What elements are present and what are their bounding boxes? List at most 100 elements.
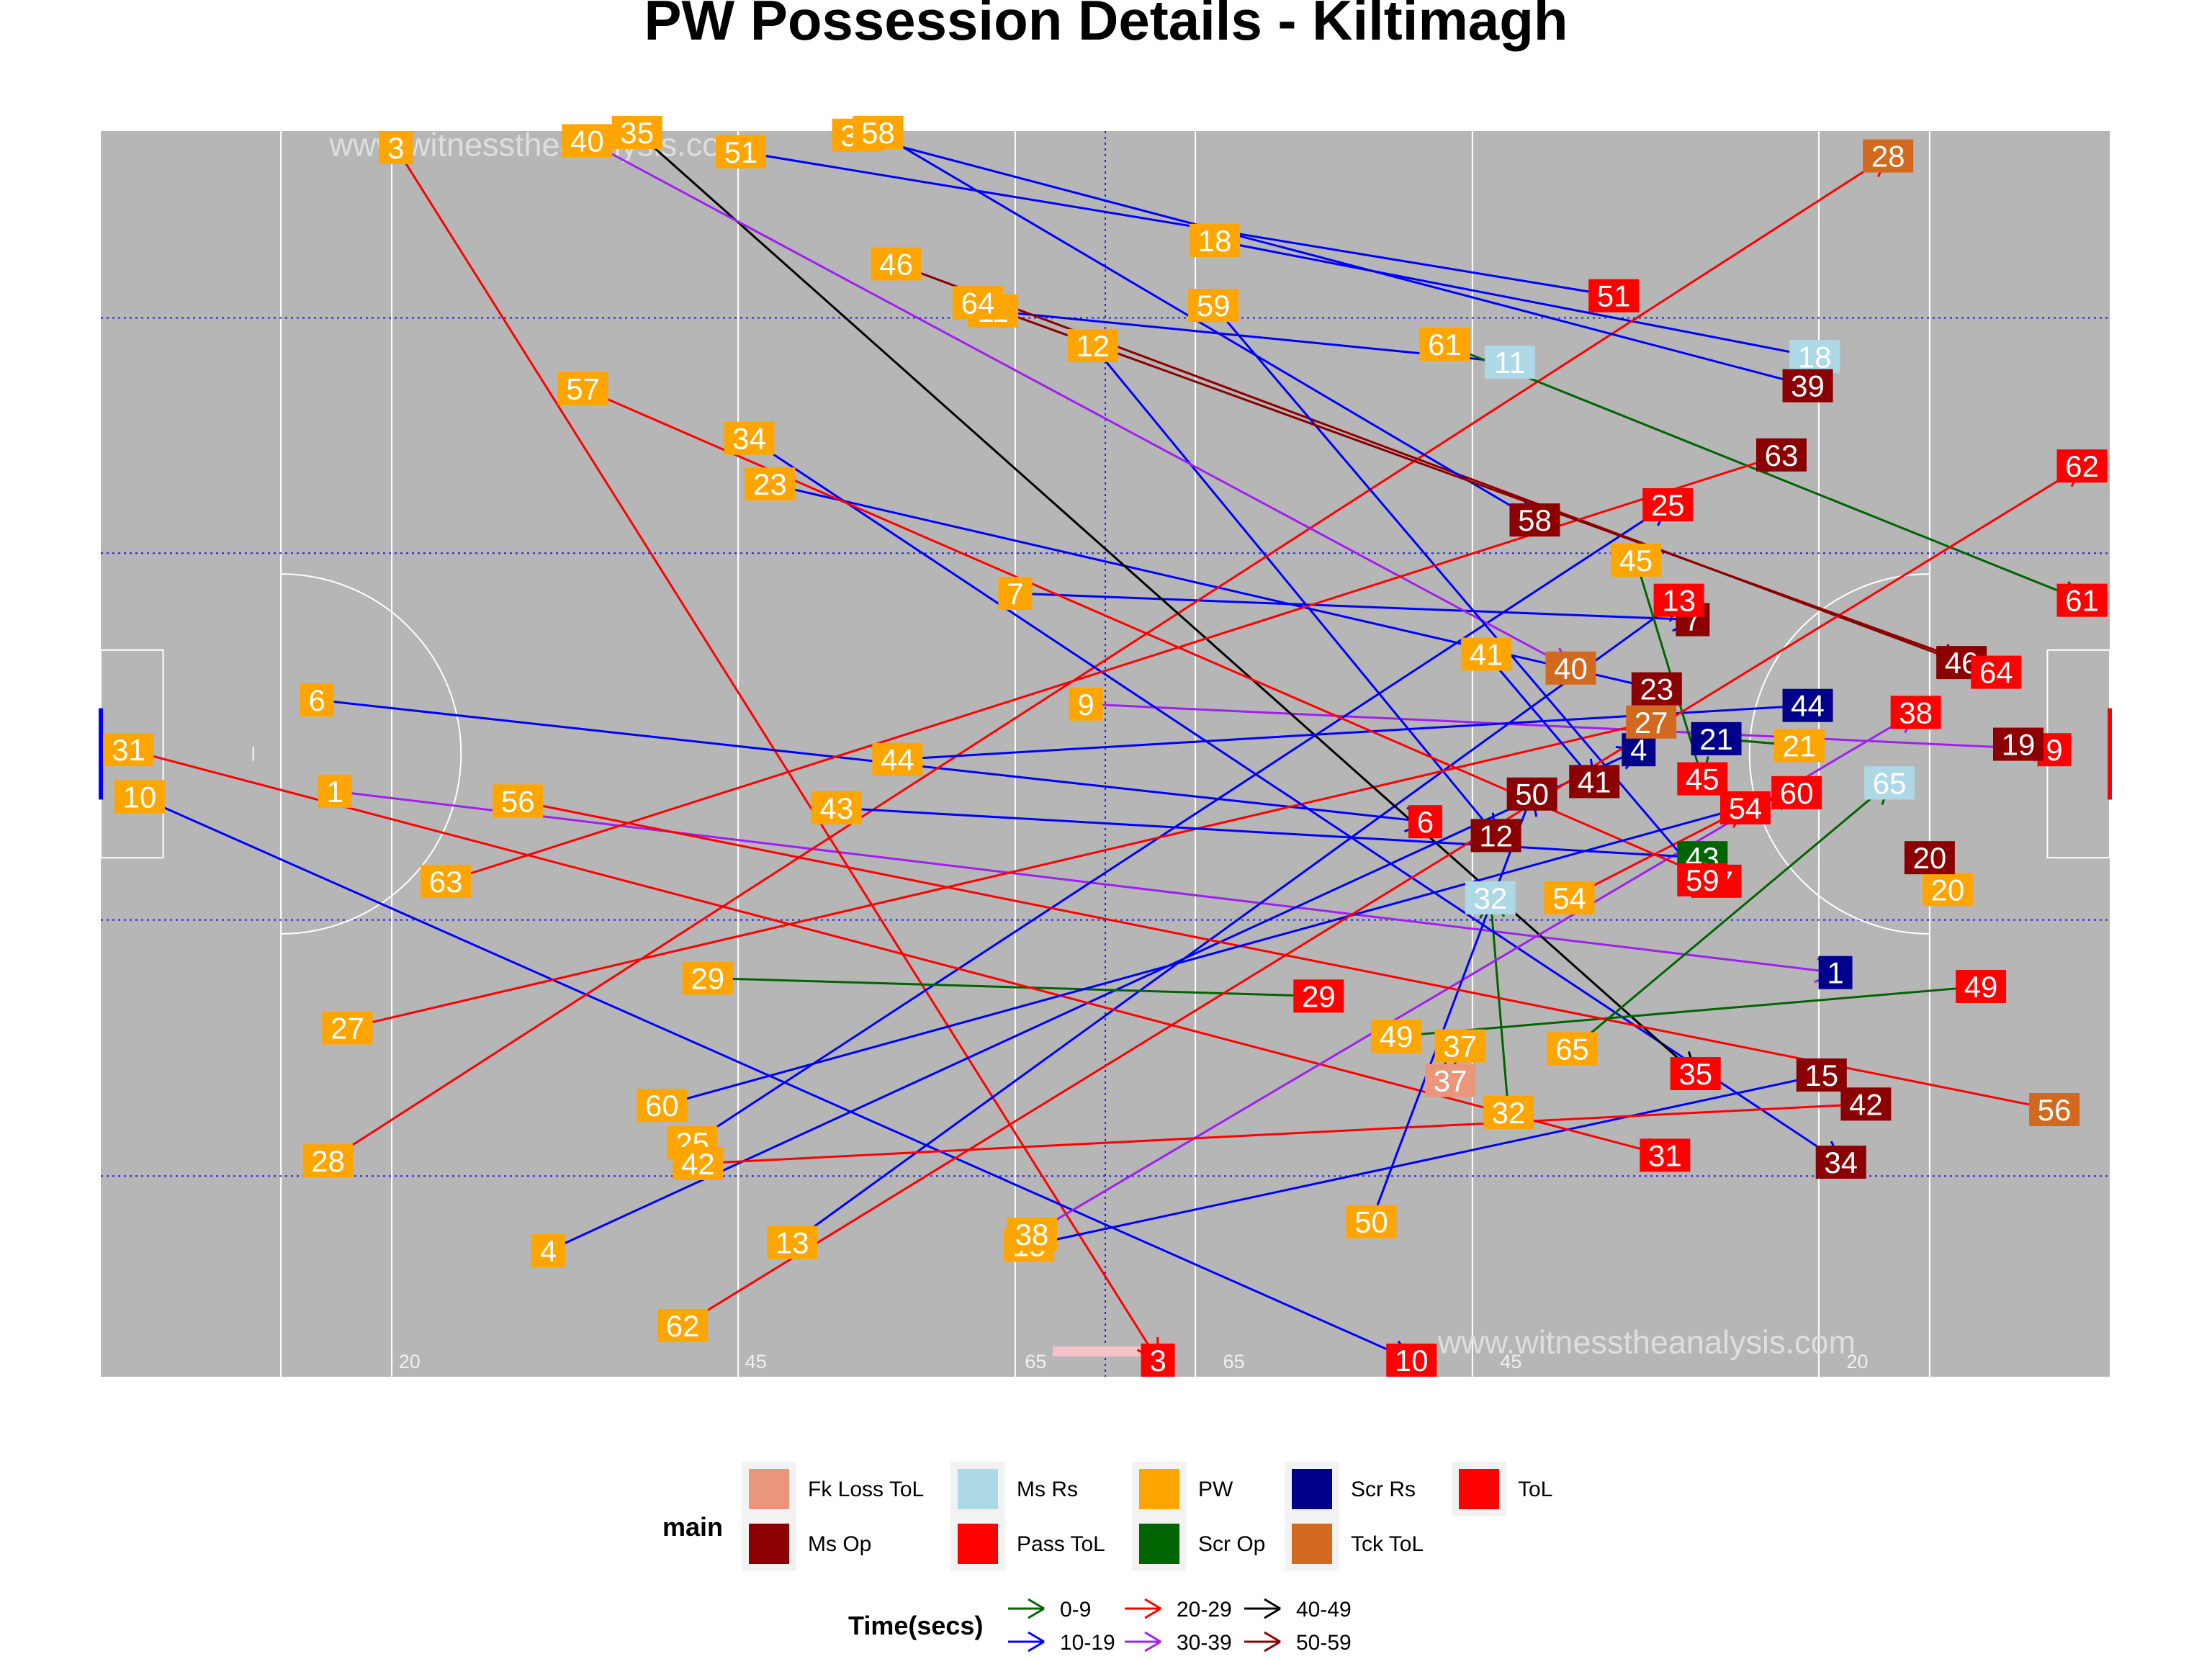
label-text: 31: [112, 733, 145, 767]
label-box: [1993, 727, 2044, 761]
label-box: [531, 1234, 565, 1268]
label-box: [1622, 733, 1656, 767]
legend-time-arrow: [1264, 1640, 1281, 1653]
label-box: [1484, 346, 1535, 379]
label-box: [1922, 873, 1973, 907]
end-label-31: 31: [1640, 1138, 1691, 1172]
label-box: [1653, 583, 1704, 617]
end-label-51: 51: [1588, 279, 1640, 313]
label-box: [1470, 819, 1521, 853]
end-label-21: 21: [1691, 721, 1742, 756]
label-text: 18: [1798, 340, 1832, 374]
end-label-6: 6: [1408, 805, 1442, 839]
legend-time-arrow: [1144, 1640, 1161, 1653]
possession-line: [1444, 343, 2083, 602]
legend-time-arrow: [1028, 1598, 1045, 1610]
possession-line: [661, 791, 1797, 1107]
end-label-19: 19: [1993, 727, 2044, 762]
label-box: [611, 115, 662, 149]
label-box: [871, 247, 922, 281]
label-text: 27: [331, 1012, 364, 1046]
label-text: 62: [666, 1309, 700, 1343]
label-box: [1904, 841, 1955, 875]
label-box: [2056, 583, 2108, 617]
label-box: [1588, 279, 1640, 313]
legend-item-label: ToL: [1518, 1478, 1552, 1501]
end-label-56: 56: [2029, 1093, 2080, 1127]
end-label-61: 61: [2056, 583, 2108, 618]
end-label-63: 63: [1755, 438, 1807, 472]
label-box: [1141, 1343, 1175, 1377]
start-label-21: 21: [1773, 729, 1825, 763]
label-box: [1007, 1218, 1058, 1251]
label-text: 45: [1619, 544, 1653, 577]
label-box: [1864, 766, 1915, 800]
x-tick-label: 20: [1846, 1351, 1868, 1372]
possession-line: [836, 806, 1703, 859]
label-text: 37: [1434, 1064, 1467, 1098]
start-label-32: 32: [1483, 1095, 1534, 1130]
label-text: 56: [501, 784, 535, 818]
label-box: [1640, 1138, 1691, 1172]
end-label-28: 28: [1863, 139, 1914, 174]
label-box: [302, 1144, 354, 1178]
legend-time-label: 0-9: [1060, 1598, 1091, 1622]
end-label-18: 18: [1789, 340, 1840, 374]
start-label-54: 54: [1544, 881, 1595, 915]
possession-line: [1568, 806, 1746, 899]
label-text: 27: [1635, 706, 1668, 739]
legend-swatch: [1292, 1469, 1332, 1509]
label-box: [1419, 328, 1470, 361]
possession-line: [707, 976, 1319, 997]
label-box: [952, 286, 1003, 320]
possession-line: [857, 134, 1808, 387]
x-tick-label: 65: [1223, 1351, 1245, 1372]
possession-line: [139, 796, 1412, 1362]
label-box: [1386, 1343, 1437, 1377]
legend-item-label: Scr Rs: [1351, 1478, 1416, 1501]
label-text: 38: [1899, 696, 1933, 729]
label-text: 38: [1015, 1218, 1049, 1251]
label-box: [1545, 651, 1596, 685]
label-text: 50: [1354, 1205, 1388, 1239]
label-text: 34: [1824, 1146, 1858, 1179]
end-label-44: 44: [1782, 688, 1833, 723]
label-box: [1408, 805, 1442, 839]
label-text: 10: [123, 781, 157, 814]
label-box: [1719, 791, 1771, 824]
label-text: 54: [1552, 881, 1586, 915]
label-box: [1677, 863, 1728, 896]
start-label-63: 63: [421, 864, 472, 899]
legend-item-label: Pass ToL: [1017, 1532, 1105, 1556]
label-box: [557, 372, 608, 405]
end-label-27: 27: [1626, 705, 1677, 739]
label-box: [872, 742, 923, 776]
possession-line: [1485, 653, 1596, 783]
start-label-60: 60: [637, 1089, 688, 1123]
label-text: 39: [1791, 369, 1825, 403]
legend-time-arrow: [1028, 1640, 1045, 1653]
label-box: [1782, 688, 1833, 722]
end-label-42: 42: [1840, 1087, 1892, 1121]
legend-time-arrow: [1264, 1607, 1281, 1619]
label-text: 61: [2065, 584, 2099, 618]
label-text: 63: [1765, 439, 1799, 472]
label-text: 20: [1913, 841, 1947, 875]
end-label-4: 4: [1622, 733, 1656, 767]
label-text: 20: [1931, 873, 1965, 907]
x-tick-label: 20: [399, 1351, 421, 1372]
label-box: [1840, 1087, 1892, 1121]
goal-right: [2108, 708, 2112, 800]
end-label-65: 65: [1864, 766, 1915, 800]
label-text: 23: [1640, 673, 1673, 706]
label-box: [1626, 705, 1677, 739]
label-text: 21: [1783, 729, 1817, 763]
possession-line: [547, 748, 1640, 1252]
label-box: [1610, 543, 1661, 577]
label-text: 28: [311, 1144, 345, 1178]
start-label-41: 41: [1461, 637, 1512, 672]
label-box: [1544, 881, 1595, 914]
end-label-46: 46: [1936, 646, 1987, 680]
label-text: 1: [326, 775, 343, 809]
possession-line: [395, 147, 1159, 1361]
